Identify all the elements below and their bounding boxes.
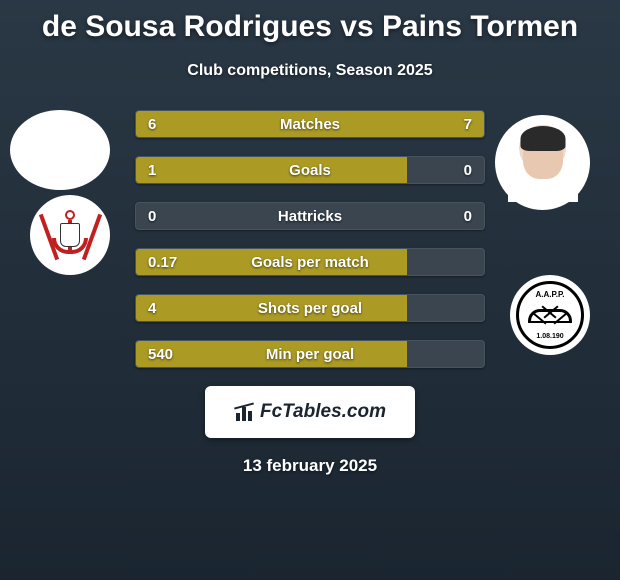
right-player-photo — [495, 115, 590, 210]
stat-row: 0Hattricks0 — [135, 202, 485, 230]
stat-label: Hattricks — [136, 203, 484, 229]
stat-row: 0.17Goals per match — [135, 248, 485, 276]
page-title: de Sousa Rodrigues vs Pains Tormen — [0, 0, 620, 44]
comparison-panel: A.A.P.P. 1.08.190 6Matches71Goals00Hattr… — [0, 110, 620, 368]
stat-label: Min per goal — [136, 341, 484, 367]
left-player-photo — [10, 110, 110, 190]
date-label: 13 february 2025 — [0, 456, 620, 476]
footer-brand-badge[interactable]: FcTables.com — [205, 386, 415, 438]
stat-value-right: 0 — [464, 157, 472, 183]
stat-row: 4Shots per goal — [135, 294, 485, 322]
chart-icon — [234, 401, 256, 423]
stat-row: 6Matches7 — [135, 110, 485, 138]
stat-value-right: 7 — [464, 111, 472, 137]
right-club-badge: A.A.P.P. 1.08.190 — [510, 275, 590, 355]
stat-label: Shots per goal — [136, 295, 484, 321]
stat-label: Goals — [136, 157, 484, 183]
stats-bars: 6Matches71Goals00Hattricks00.17Goals per… — [135, 110, 485, 368]
stat-row: 540Min per goal — [135, 340, 485, 368]
stat-row: 1Goals0 — [135, 156, 485, 184]
stat-value-right: 0 — [464, 203, 472, 229]
stat-label: Matches — [136, 111, 484, 137]
stat-label: Goals per match — [136, 249, 484, 275]
left-club-badge — [30, 195, 110, 275]
fctables-logo: FcTables.com — [234, 401, 386, 423]
page-subtitle: Club competitions, Season 2025 — [0, 62, 620, 80]
footer-brand-text: FcTables.com — [260, 401, 386, 423]
